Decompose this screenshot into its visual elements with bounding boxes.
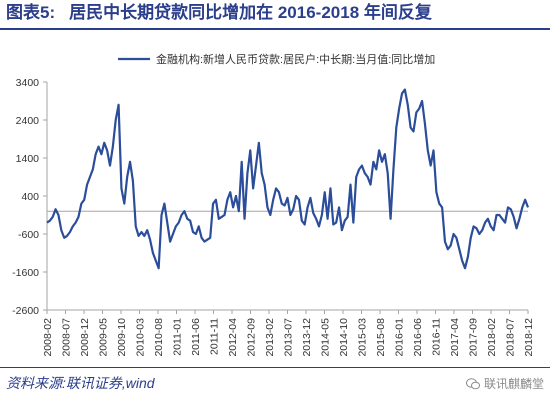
x-tick-label: 2011-01 <box>172 318 184 356</box>
figure-label: 图表5: <box>6 3 56 22</box>
x-tick-label: 2016-01 <box>394 318 406 357</box>
x-tick-label: 2015-03 <box>357 318 369 357</box>
x-tick-label: 2010-08 <box>153 318 165 357</box>
x-tick-label: 2018-02 <box>486 318 498 357</box>
x-tick-label: 2008-07 <box>61 318 73 357</box>
legend-label: 金融机构:新增人民币贷款:居民户:中长期:当月值:同比增加 <box>156 52 435 66</box>
x-tick-label: 2013-07 <box>283 318 295 357</box>
x-tick-label: 2016-06 <box>412 318 424 357</box>
x-tick-label: 2009-10 <box>116 318 128 357</box>
series-line <box>46 88 530 270</box>
y-tick-label: 2400 <box>16 115 40 127</box>
x-tick-label: 2014-10 <box>338 318 350 357</box>
x-tick-label: 2017-09 <box>468 318 480 357</box>
x-tick-label: 2012-04 <box>227 318 239 357</box>
y-tick-label: -1600 <box>12 267 39 279</box>
source-note: 资料来源:联讯证券,wind <box>6 375 155 391</box>
series-layer <box>46 88 530 270</box>
x-tick-label: 2015-08 <box>375 318 387 357</box>
watermark: 联讯麒麟堂 <box>465 375 544 392</box>
x-tick-label: 2008-12 <box>79 318 91 357</box>
x-tick-label: 2016-11 <box>431 318 443 356</box>
x-axis: 2008-02 2008-07 2008-12 2009-05 2009-10 2010-… <box>42 210 535 357</box>
footer-divider <box>0 367 550 368</box>
y-tick-label: -2600 <box>12 305 39 317</box>
y-tick-label: 400 <box>21 191 39 203</box>
x-tick-label: 2018-07 <box>505 318 517 357</box>
x-tick-label: 2018-12 <box>523 318 535 357</box>
wechat-icon <box>465 377 480 389</box>
x-tick-label: 2008-02 <box>42 318 54 357</box>
x-tick-label: 2011-11 <box>209 318 221 355</box>
legend: 金融机构:新增人民币贷款:居民户:中长期:当月值:同比增加 <box>118 52 435 66</box>
watermark-text: 联讯麒麟堂 <box>483 377 544 391</box>
x-tick-label: 2011-06 <box>190 318 202 356</box>
line-chart: 金融机构:新增人民币贷款:居民户:中长期:当月值:同比增加 3400 2400 14… <box>12 52 535 357</box>
x-tick-label: 2014-05 <box>320 318 332 357</box>
y-axis: 3400 2400 1400 400 -600 -1600 -2600 <box>12 77 48 317</box>
chart-title: 图表5: 居民中长期贷款同比增加在 2016-2018 年间反复 <box>0 0 550 26</box>
y-tick-label: 1400 <box>16 153 40 165</box>
y-tick-label: -600 <box>18 229 39 241</box>
x-tick-label: 2013-02 <box>264 318 276 357</box>
title-divider <box>0 28 550 30</box>
x-tick-label: 2017-04 <box>449 318 461 357</box>
x-tick-label: 2013-12 <box>301 318 313 357</box>
x-tick-label: 2012-09 <box>246 318 258 357</box>
x-tick-label: 2010-03 <box>135 318 147 357</box>
x-tick-label: 2009-05 <box>98 318 110 357</box>
y-tick-label: 3400 <box>16 77 40 89</box>
figure-title: 居民中长期贷款同比增加在 2016-2018 年间反复 <box>69 3 432 22</box>
